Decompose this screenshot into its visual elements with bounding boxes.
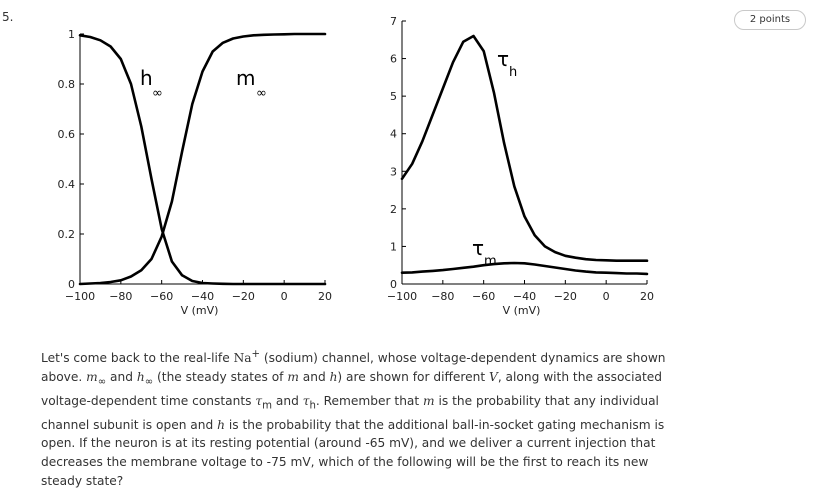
question-text-part: is the probability that any individual c…: [41, 393, 659, 432]
x-tick-label: 0: [603, 290, 610, 303]
series-line-1: [400, 34, 649, 263]
x-tick-label: −40: [513, 290, 536, 303]
question-text-part: , along with the associated voltage-depe…: [41, 369, 663, 408]
y-tick-label: 5: [390, 90, 397, 103]
curve-label: h: [140, 66, 153, 90]
na-symbol: Na: [233, 351, 252, 366]
curve-label-subscript: ∞: [152, 86, 163, 101]
y-tick-label: 4: [390, 128, 397, 141]
curve-label-subscript: h: [509, 65, 517, 80]
y-tick-label: 2: [390, 203, 397, 216]
curve-label: τ: [497, 47, 509, 71]
math-m: m: [86, 369, 98, 384]
question-text-part: and: [272, 393, 303, 408]
x-tick-label: −100: [65, 290, 95, 303]
math-h: h: [136, 369, 145, 384]
question-text-part: is the probability that the additional b…: [41, 417, 665, 488]
y-tick-label: 0.8: [58, 78, 76, 91]
superscript-plus: +: [251, 349, 261, 360]
question-text-part: and: [298, 369, 330, 384]
y-tick-label: 0: [390, 278, 397, 291]
curve-label-subscript: m: [484, 254, 497, 269]
y-tick-label: 7: [390, 15, 397, 28]
question-text-part: Let's come back to the real-life: [41, 351, 234, 366]
math-tau: τ: [302, 393, 310, 408]
series-line-1: [78, 33, 327, 286]
x-tick-label: −100: [387, 290, 417, 303]
y-tick-label: 0.4: [58, 178, 76, 191]
math-tau: τ: [255, 393, 263, 408]
x-tick-label: −80: [431, 290, 454, 303]
y-tick-label: 0: [68, 278, 75, 291]
question-text-part: . Remember that: [315, 393, 424, 408]
points-badge: 2 points: [734, 10, 806, 30]
math-m: m: [423, 393, 435, 408]
curve-label: τ: [472, 236, 484, 260]
x-tick-label: −20: [554, 290, 577, 303]
y-tick-label: 1: [390, 240, 397, 253]
y-tick-label: 0.2: [58, 228, 76, 241]
y-tick-label: 1: [68, 28, 75, 41]
math-h: h: [329, 369, 338, 384]
question-text-part: (sodium) channel, whose voltage-dependen…: [41, 351, 666, 384]
math-sub-h: h: [309, 400, 316, 412]
question-text-part: (the steady states of: [153, 369, 288, 384]
x-tick-label: 20: [318, 290, 332, 303]
series-line-2: [78, 32, 327, 286]
x-axis-label: V (mV): [503, 304, 541, 317]
y-tick-label: 6: [390, 53, 397, 66]
x-tick-label: 20: [640, 290, 654, 303]
question-text-part: and: [106, 369, 137, 384]
y-tick-label: 3: [390, 165, 397, 178]
x-tick-label: −60: [150, 290, 173, 303]
x-tick-label: −20: [232, 290, 255, 303]
x-tick-label: −80: [109, 290, 132, 303]
math-v: V: [489, 369, 498, 384]
math-sub-infinity: ∞: [144, 376, 154, 388]
x-tick-label: 0: [281, 290, 288, 303]
series-line-2: [400, 261, 649, 276]
x-axis-label: V (mV): [181, 304, 219, 317]
curve-label-subscript: ∞: [256, 86, 267, 101]
question-number: 5.: [2, 10, 14, 24]
math-h: h: [217, 417, 225, 432]
math-sub-m: m: [262, 400, 273, 412]
math-sub-infinity: ∞: [97, 376, 107, 388]
math-m: m: [287, 369, 299, 384]
x-tick-label: −40: [191, 290, 214, 303]
y-tick-label: 0.6: [58, 128, 76, 141]
question-text-part: ) are shown for different: [337, 369, 489, 384]
question-text: Let's come back to the real-life Na+ (so…: [41, 346, 671, 490]
x-tick-label: −60: [472, 290, 495, 303]
curve-label: m: [236, 66, 255, 90]
